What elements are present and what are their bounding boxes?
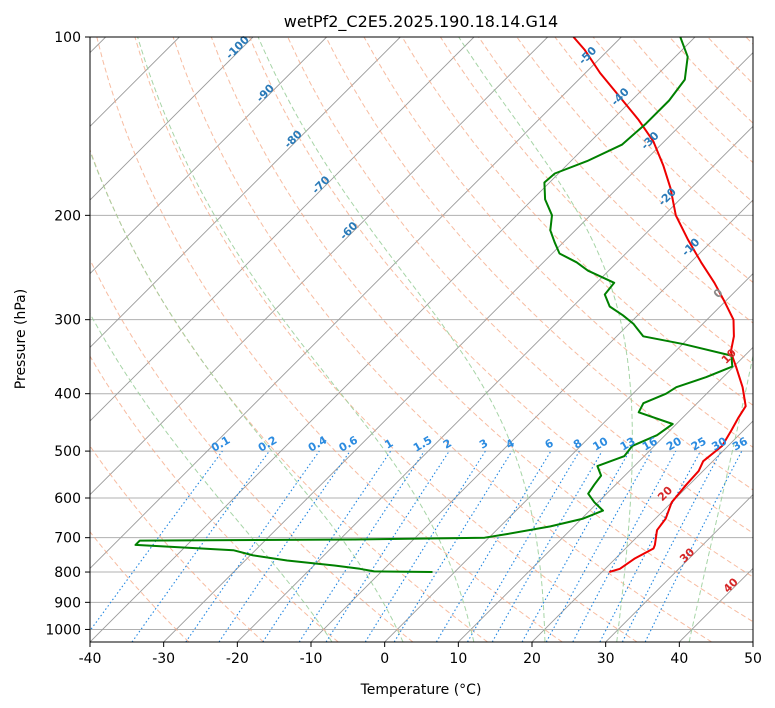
y-tick-label: 600 xyxy=(54,491,81,507)
dry-adiabat-line xyxy=(249,37,753,578)
y-tick-label: 1000 xyxy=(45,622,81,638)
mixing-ratio-line xyxy=(185,450,320,642)
dry-adiabat-line xyxy=(90,445,264,642)
mixing-ratio-line xyxy=(131,450,270,642)
x-tick-label: 30 xyxy=(597,651,615,667)
moist-adiabat-line xyxy=(688,353,753,642)
background-lines xyxy=(90,37,753,642)
plot-background xyxy=(90,37,753,642)
dry-adiabat-line xyxy=(96,37,563,642)
mixing-ratio-line xyxy=(218,450,351,642)
mixing-ratio-line xyxy=(644,450,743,642)
isotherm-line xyxy=(90,37,548,496)
dry-adiabat-line xyxy=(90,258,414,642)
moist-adiabat-line xyxy=(257,37,546,642)
moist-adiabat-line xyxy=(137,37,475,642)
y-tick-label: 700 xyxy=(54,531,81,547)
chart-title: wetPf2_C2E5.2025.190.18.14.G14 xyxy=(284,12,558,32)
dewpoint-profile xyxy=(134,37,734,573)
y-tick-label: 200 xyxy=(54,208,81,224)
dry-adiabat-line xyxy=(516,37,753,284)
plot-frame xyxy=(89,36,754,643)
isotherm-line xyxy=(310,199,753,642)
sounding-profiles xyxy=(134,37,747,573)
isotherm-line xyxy=(90,37,327,275)
dry-adiabat-line xyxy=(401,37,753,406)
dry-adiabat-line xyxy=(210,37,753,623)
x-tick-label: 10 xyxy=(449,651,467,667)
y-tick-label: 400 xyxy=(54,387,81,403)
isotherm-line xyxy=(605,494,753,642)
x-tick-label: -20 xyxy=(226,651,249,667)
x-tick-label: -30 xyxy=(152,651,175,667)
y-tick-label: 800 xyxy=(54,565,81,581)
dry-adiabat-line xyxy=(134,37,638,642)
mixing-ratio-line xyxy=(90,450,223,632)
temperature-profile xyxy=(572,37,747,573)
x-tick-label: 40 xyxy=(670,651,688,667)
x-tick-label: 50 xyxy=(744,651,762,667)
isotherm-line xyxy=(458,346,753,642)
y-axis-label: Pressure (hPa) xyxy=(13,289,29,389)
mixing-ratio-line xyxy=(393,450,513,642)
isotherm-line xyxy=(384,273,753,642)
y-tick-label: 100 xyxy=(54,30,81,46)
isotherm-line xyxy=(90,37,622,569)
isotherm-line xyxy=(531,420,753,642)
dry-adiabat-line xyxy=(90,355,339,642)
y-tick-label: 900 xyxy=(54,595,81,611)
mixing-ratio-line xyxy=(572,450,677,642)
y-tick-label: 300 xyxy=(54,313,81,329)
x-tick-label: 20 xyxy=(523,651,541,667)
isotherm-line xyxy=(237,125,753,642)
isotherm-line xyxy=(90,37,254,201)
dry-adiabat-line xyxy=(172,37,712,642)
dry-adiabat-line xyxy=(90,531,190,642)
moist-adiabat-line xyxy=(90,149,404,642)
x-tick-label: -10 xyxy=(300,651,323,667)
mixing-ratio-line xyxy=(545,450,653,642)
dry-adiabat-line xyxy=(325,37,753,491)
y-tick-label: 500 xyxy=(54,444,81,460)
axes: -40 -30 -20 -10 0 10 20 30 40 50 100 200 300 400 500 60… xyxy=(45,30,762,667)
x-tick-label: 0 xyxy=(380,651,389,667)
moist-adiabat-line xyxy=(90,312,333,642)
isotherm-line xyxy=(163,52,753,642)
x-tick-label: -40 xyxy=(79,651,102,667)
dry-adiabat-line xyxy=(439,37,753,365)
x-axis-label: Temperature (°C) xyxy=(360,682,482,698)
mixing-ratio-line xyxy=(298,450,425,642)
mixing-ratio-line xyxy=(521,450,630,642)
isotherm-line xyxy=(90,37,475,422)
mixing-ratio-line xyxy=(325,450,450,642)
mixing-ratio-line xyxy=(262,450,392,642)
